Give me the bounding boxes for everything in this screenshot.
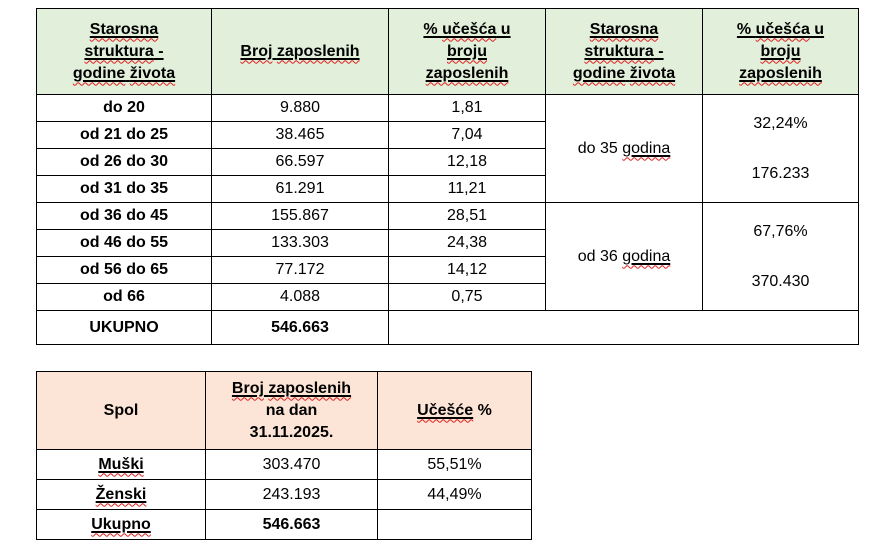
employee-count-cell: 61.291 [211, 175, 389, 203]
sex-total-pct-empty [377, 509, 532, 540]
age-range-label: od 46 do 55 [36, 229, 212, 257]
table-row: od 66 4.088 0,75 [36, 283, 859, 311]
document-page: Starosna struktura - godine života Broj za… [36, 8, 859, 540]
table-row: od 46 do 55 133.303 24,38 [36, 229, 859, 257]
sex-structure-table: Spol Broj zaposlenih na dan 31.11.2025. Uč… [36, 371, 532, 540]
age-range-label: od 56 do 65 [36, 256, 212, 284]
age-range-label: od 26 do 30 [36, 148, 212, 176]
sex-total-label: Ukupno [36, 509, 206, 540]
age-range-label: do 20 [36, 94, 212, 122]
total-label: UKUPNO [36, 310, 212, 345]
header-sex: Spol [36, 371, 206, 450]
pct-share-cell: 12,18 [388, 148, 546, 176]
header-employee-count: Broj zaposlenih [211, 8, 389, 95]
group-values-stack: 32,24% 176.233 [707, 113, 854, 185]
employee-count-cell: 4.088 [211, 283, 389, 311]
sex-count-cell: 243.193 [205, 479, 378, 510]
group-over-36-count: 370.430 [751, 272, 810, 290]
group-under-35-values: 32,24% 176.233 [702, 94, 859, 203]
pct-share-cell: 1,81 [388, 94, 546, 122]
total-empty-cell [388, 310, 859, 345]
sex-total-count: 546.663 [205, 509, 378, 540]
header-share-pct: Učešće % [377, 371, 532, 450]
sex-table-header-row: Spol Broj zaposlenih na dan 31.11.2025. Uč… [36, 371, 532, 450]
group-under-35-label: do 35 godina [545, 94, 703, 203]
table-row: do 20 9.880 1,81 do 35 godina 32,24% 176… [36, 94, 859, 203]
employee-count-cell: 9.880 [211, 94, 389, 122]
table-row: od 21 do 25 38.465 7,04 [36, 121, 859, 149]
sex-label-male: Muški [36, 449, 206, 480]
pct-share-cell: 24,38 [388, 229, 546, 257]
sex-pct-cell: 55,51% [377, 449, 532, 480]
total-row: Ukupno 546.663 [36, 509, 532, 540]
table-row: od 56 do 65 77.172 14,12 [36, 256, 859, 284]
header-age-structure: Starosna struktura - godine života [36, 8, 212, 95]
group-over-36-pct: 67,76% [753, 222, 808, 240]
age-range-label: od 31 do 35 [36, 175, 212, 203]
group-under-35-pct: 32,24% [753, 114, 808, 132]
age-table-header-row: Starosna struktura - godine života Broj za… [36, 8, 859, 95]
employee-count-cell: 66.597 [211, 148, 389, 176]
table-row: Ženski 243.193 44,49% [36, 479, 532, 510]
age-range-label: od 66 [36, 283, 212, 311]
employee-count-cell: 77.172 [211, 256, 389, 284]
age-range-label: od 36 do 45 [36, 202, 212, 230]
employee-count-cell: 38.465 [211, 121, 389, 149]
employee-count-cell: 155.867 [211, 202, 389, 230]
sex-pct-cell: 44,49% [377, 479, 532, 510]
total-count: 546.663 [211, 310, 389, 345]
employee-count-cell: 133.303 [211, 229, 389, 257]
group-over-36-values: 67,76% 370.430 [702, 202, 859, 311]
header-pct-share: % učešća u broju zaposlenih [388, 8, 546, 95]
table-row: od 36 do 45 155.867 28,51 od 36 godina 6… [36, 202, 859, 311]
table-row: od 26 do 30 66.597 12,18 [36, 148, 859, 176]
sex-count-cell: 303.470 [205, 449, 378, 480]
group-over-36-label: od 36 godina [545, 202, 703, 311]
pct-share-cell: 28,51 [388, 202, 546, 230]
pct-share-cell: 11,21 [388, 175, 546, 203]
header-count-on-date: Broj zaposlenih na dan 31.11.2025. [205, 371, 378, 450]
sex-label-female: Ženski [36, 479, 206, 510]
age-range-label: od 21 do 25 [36, 121, 212, 149]
group-values-stack: 67,76% 370.430 [707, 221, 854, 293]
pct-share-cell: 0,75 [388, 283, 546, 311]
pct-share-cell: 14,12 [388, 256, 546, 284]
total-row: UKUPNO 546.663 [36, 310, 859, 345]
header-pct-share-grouped: % učešća u broju zaposlenih [702, 8, 859, 95]
header-age-structure-grouped: Starosna struktura - godine života [545, 8, 703, 95]
table-row: od 31 do 35 61.291 11,21 [36, 175, 859, 203]
table-row: Muški 303.470 55,51% [36, 449, 532, 480]
age-structure-table: Starosna struktura - godine života Broj za… [36, 8, 859, 345]
pct-share-cell: 7,04 [388, 121, 546, 149]
group-under-35-count: 176.233 [751, 164, 810, 182]
